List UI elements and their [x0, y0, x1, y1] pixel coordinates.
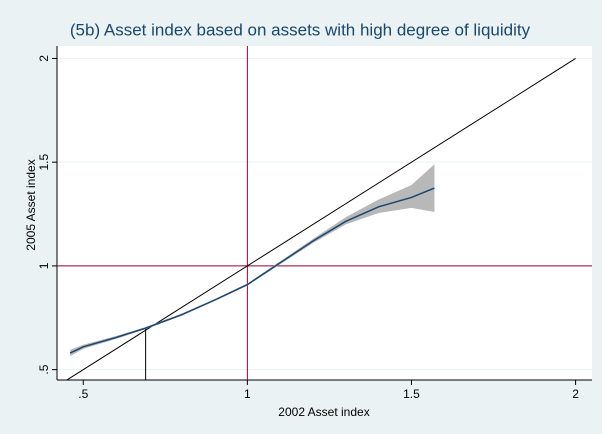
- y-axis-label: 2005 Asset index: [24, 159, 38, 250]
- x-tick-label: .5: [78, 387, 88, 401]
- diagonal-line: [65, 58, 576, 380]
- chart-title: (5b) Asset index based on assets with hi…: [70, 20, 531, 39]
- y-tick-label: 2: [37, 55, 51, 62]
- plot-area: [57, 46, 592, 380]
- x-tick-label: 1.5: [403, 387, 420, 401]
- y-tick-label: 1: [37, 262, 51, 269]
- y-tick-label: 1.5: [37, 154, 51, 171]
- x-tick-label: 1: [244, 387, 251, 401]
- fit-line: [69, 187, 435, 354]
- x-tick-label: 2: [572, 387, 579, 401]
- y-tick-label: .5: [37, 364, 51, 374]
- x-axis-label: 2002 Asset index: [278, 405, 369, 419]
